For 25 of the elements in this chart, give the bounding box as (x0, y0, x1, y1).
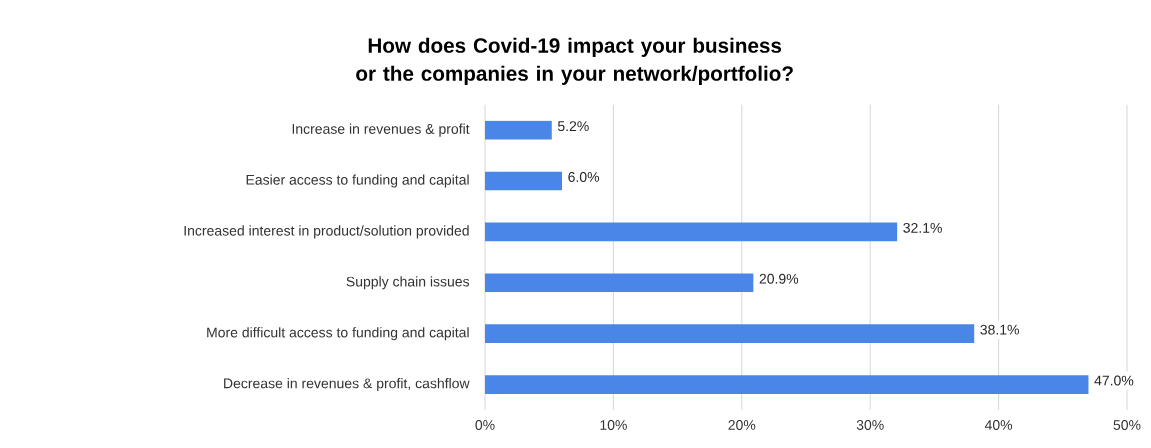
bar (485, 222, 898, 242)
x-tick-label: 20% (728, 420, 756, 430)
y-tick-label: Supply chain issues (346, 276, 470, 290)
bar (485, 273, 754, 293)
x-tick-label: 10% (600, 420, 627, 430)
data-label: 38.1% (980, 324, 1019, 335)
x-tick-label: 50% (1113, 420, 1141, 430)
y-tick-label: More difficult access to funding and capital (207, 327, 469, 341)
y-tick-label: Increase in revenues & profit (292, 123, 470, 137)
data-label: 6.0% (568, 172, 600, 182)
data-label: 5.2% (557, 121, 589, 132)
bar (485, 375, 1089, 394)
y-tick-label: Easier access to funding and capital (246, 174, 469, 188)
data-label: 32.1% (903, 222, 942, 233)
x-tick-label: 30% (856, 420, 884, 430)
chart-title: How does Covid-19 impact your business or the companies in your network/portfolio? (356, 37, 793, 85)
bar (485, 324, 975, 343)
bar (485, 171, 563, 191)
bar (485, 120, 552, 140)
data-label: 47.0% (1094, 375, 1134, 386)
x-tick-label: 40% (984, 420, 1013, 430)
y-tick-label: Increased interest in product/solution provided (184, 225, 469, 239)
y-tick-label: Decrease in revenues & profit, cashflow (224, 378, 470, 392)
data-label: 20.9% (759, 273, 799, 284)
x-tick-label: 0% (475, 420, 495, 430)
